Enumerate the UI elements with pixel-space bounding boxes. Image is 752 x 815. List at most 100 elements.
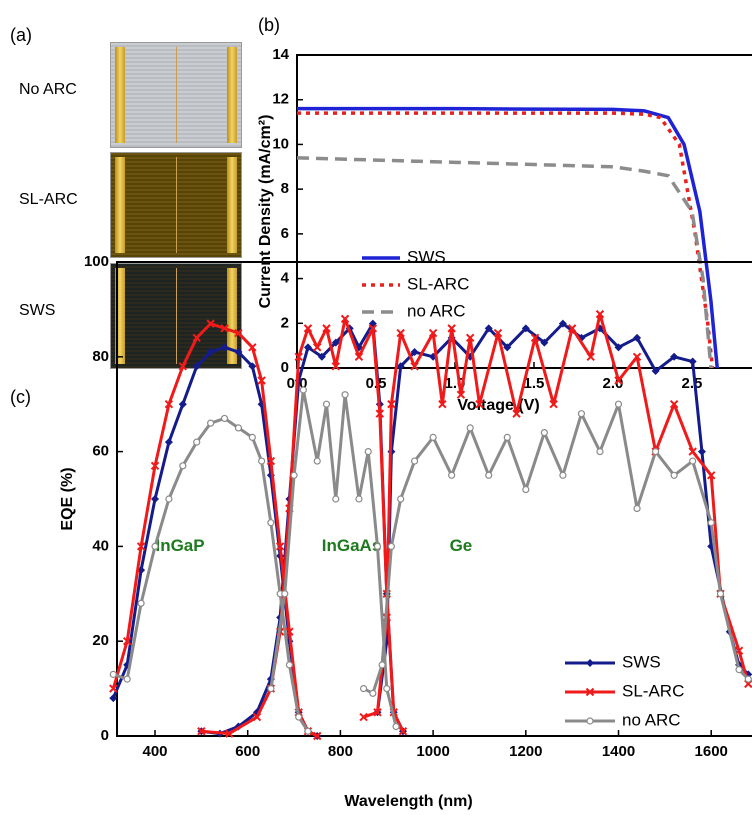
marker xyxy=(220,414,229,423)
marker xyxy=(669,399,679,409)
marker xyxy=(137,599,145,607)
bus-bar xyxy=(227,157,237,253)
marker xyxy=(567,324,577,333)
marker xyxy=(369,689,377,697)
marker xyxy=(295,713,303,721)
marker xyxy=(313,457,321,465)
y-tick-label: 10 xyxy=(272,135,289,152)
marker xyxy=(234,328,243,338)
legend-label: SWS xyxy=(407,247,446,266)
marker xyxy=(275,542,285,551)
marker xyxy=(313,343,322,352)
marker xyxy=(206,348,215,357)
marker xyxy=(303,343,312,352)
x-axis-title: Voltage (V) xyxy=(457,397,539,414)
marker xyxy=(322,400,331,408)
y-tick-label: 12 xyxy=(272,91,289,108)
marker xyxy=(193,438,201,446)
finger xyxy=(176,157,177,253)
marker xyxy=(109,694,118,703)
marker xyxy=(396,328,405,338)
bus-bar xyxy=(227,47,237,143)
y-tick-label: 20 xyxy=(92,632,109,649)
marker xyxy=(614,376,623,385)
marker xyxy=(285,661,294,669)
marker xyxy=(512,409,521,418)
bus-bar xyxy=(227,268,237,364)
x-tick-label: 400 xyxy=(142,743,167,760)
marker xyxy=(559,471,567,479)
marker xyxy=(375,409,385,418)
marker xyxy=(530,333,540,343)
y-tick-label: 0 xyxy=(101,727,109,744)
marker xyxy=(447,324,456,333)
annotation: InGaAs xyxy=(322,536,382,555)
marker xyxy=(633,333,642,342)
bus-bar xyxy=(115,47,125,143)
marker xyxy=(456,390,466,399)
marker xyxy=(493,328,503,338)
marker xyxy=(258,457,266,465)
marker xyxy=(688,357,697,366)
marker xyxy=(248,433,256,441)
marker xyxy=(220,343,229,352)
marker xyxy=(313,731,322,741)
series-line xyxy=(297,111,715,369)
marker xyxy=(734,646,744,655)
marker xyxy=(178,400,187,409)
x-tick-label: 1200 xyxy=(509,743,542,760)
bus-bar xyxy=(115,268,125,364)
marker xyxy=(331,362,340,371)
marker xyxy=(164,438,173,447)
marker xyxy=(368,324,378,333)
marker xyxy=(179,462,187,470)
bus-bar xyxy=(115,157,125,253)
marker xyxy=(651,367,660,376)
marker xyxy=(387,399,396,409)
y-tick-label: 4 xyxy=(281,270,290,287)
marker xyxy=(257,376,266,385)
marker xyxy=(503,433,511,441)
x-tick-label: 1400 xyxy=(602,743,635,760)
annotation: InGaP xyxy=(155,536,204,555)
y-tick-label: 0 xyxy=(281,359,289,376)
x-tick-label: 600 xyxy=(235,743,260,760)
marker xyxy=(540,338,549,347)
marker xyxy=(299,386,307,394)
photo-label: No ARC xyxy=(19,81,77,98)
marker xyxy=(632,352,642,362)
marker xyxy=(387,542,395,551)
marker xyxy=(475,399,484,409)
photo-label: SWS xyxy=(19,302,56,319)
marker xyxy=(248,343,257,352)
y-tick-label: 80 xyxy=(92,348,109,365)
marker xyxy=(234,348,243,357)
marker xyxy=(341,391,349,399)
legend-label: SL-ARC xyxy=(407,274,469,293)
marker xyxy=(577,410,586,418)
series-line xyxy=(111,312,750,738)
marker xyxy=(429,433,437,441)
marker xyxy=(392,722,400,731)
photo-label: SL-ARC xyxy=(19,191,78,208)
y-axis-title: EQE (%) xyxy=(59,467,76,530)
x-tick-label: 1.5 xyxy=(524,375,545,392)
legend-label: SL-ARC xyxy=(622,681,684,700)
marker xyxy=(197,727,206,736)
marker xyxy=(485,471,493,479)
panel-label: (c) xyxy=(10,387,31,407)
marker xyxy=(670,471,678,479)
marker xyxy=(373,542,382,551)
marker xyxy=(164,399,174,409)
y-tick-label: 8 xyxy=(281,180,289,197)
marker xyxy=(359,684,368,693)
marker xyxy=(252,712,262,722)
marker xyxy=(549,399,558,409)
photo-sl-arc: SL-ARC xyxy=(19,152,242,258)
marker xyxy=(266,456,276,466)
x-tick-label: 2.5 xyxy=(682,375,703,392)
marker xyxy=(558,319,567,328)
marker xyxy=(207,419,215,427)
marker xyxy=(248,362,257,371)
